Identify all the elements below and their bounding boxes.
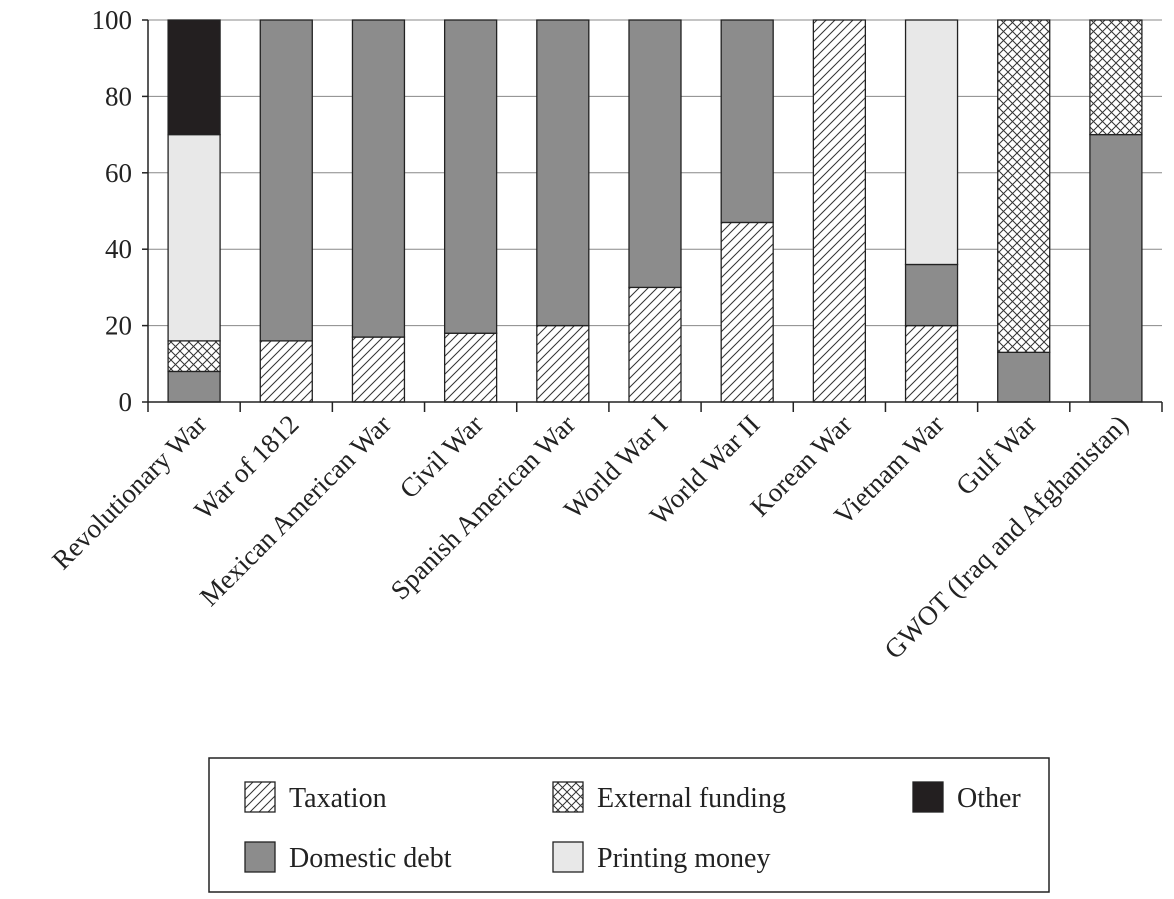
bar-segment-domestic-debt	[167, 370, 221, 403]
bars	[167, 19, 1143, 403]
bar-segment-taxation	[536, 324, 590, 403]
legend-label: Domestic debt	[289, 843, 452, 874]
bar-segment-taxation	[904, 324, 959, 403]
bar-segment-domestic-debt	[904, 263, 959, 327]
bar-segment-taxation	[812, 19, 867, 403]
x-tick-label: Gulf War	[950, 409, 1042, 501]
bar-segment-domestic-debt	[997, 351, 1051, 403]
bar-segment-domestic-debt	[443, 19, 498, 334]
legend-swatch	[244, 841, 276, 873]
bar-segment-domestic-debt	[720, 19, 774, 224]
x-tick-label: Revolutionary War	[46, 409, 212, 575]
y-tick-label: 100	[92, 5, 133, 35]
x-tick-label: Spanish American War	[385, 409, 581, 605]
bar-segment-printing-money	[167, 133, 221, 342]
y-tick-label: 20	[105, 311, 132, 341]
y-tick-label: 80	[105, 81, 132, 111]
bar-segment-domestic-debt	[536, 19, 590, 327]
legend-swatch	[552, 781, 584, 813]
legend-swatch	[244, 781, 276, 813]
bar-segment-other	[167, 19, 221, 136]
bar-segment-taxation	[628, 286, 682, 403]
legend-label: Printing money	[597, 843, 770, 874]
bar-segment-external-funding	[167, 340, 221, 373]
legend-label: Taxation	[289, 783, 387, 814]
bar-segment-taxation	[259, 340, 313, 403]
y-tick-label: 0	[119, 387, 133, 417]
legend-swatch	[552, 841, 584, 873]
x-tick-label: Mexican American War	[194, 409, 397, 612]
y-tick-label: 60	[105, 158, 132, 188]
legend-box	[208, 757, 1050, 893]
legend-label: External funding	[597, 783, 786, 814]
bar-segment-printing-money	[904, 19, 959, 266]
y-tick-label: 40	[105, 234, 132, 264]
bar-segment-domestic-debt	[351, 19, 406, 338]
legend: Taxation External funding Other Domestic de…	[208, 757, 1050, 893]
bar-segment-domestic-debt	[1089, 133, 1143, 403]
bar-segment-taxation	[720, 221, 774, 403]
bar-segment-taxation	[351, 336, 406, 403]
bar-segment-domestic-debt	[628, 19, 682, 289]
bar-segment-taxation	[443, 332, 498, 403]
x-tick-label: Civil War	[394, 409, 489, 504]
bar-segment-domestic-debt	[259, 19, 313, 342]
bar-segment-external-funding	[997, 19, 1051, 353]
bar-segment-external-funding	[1089, 19, 1143, 136]
legend-label: Other	[957, 783, 1021, 814]
legend-swatch	[912, 781, 944, 813]
